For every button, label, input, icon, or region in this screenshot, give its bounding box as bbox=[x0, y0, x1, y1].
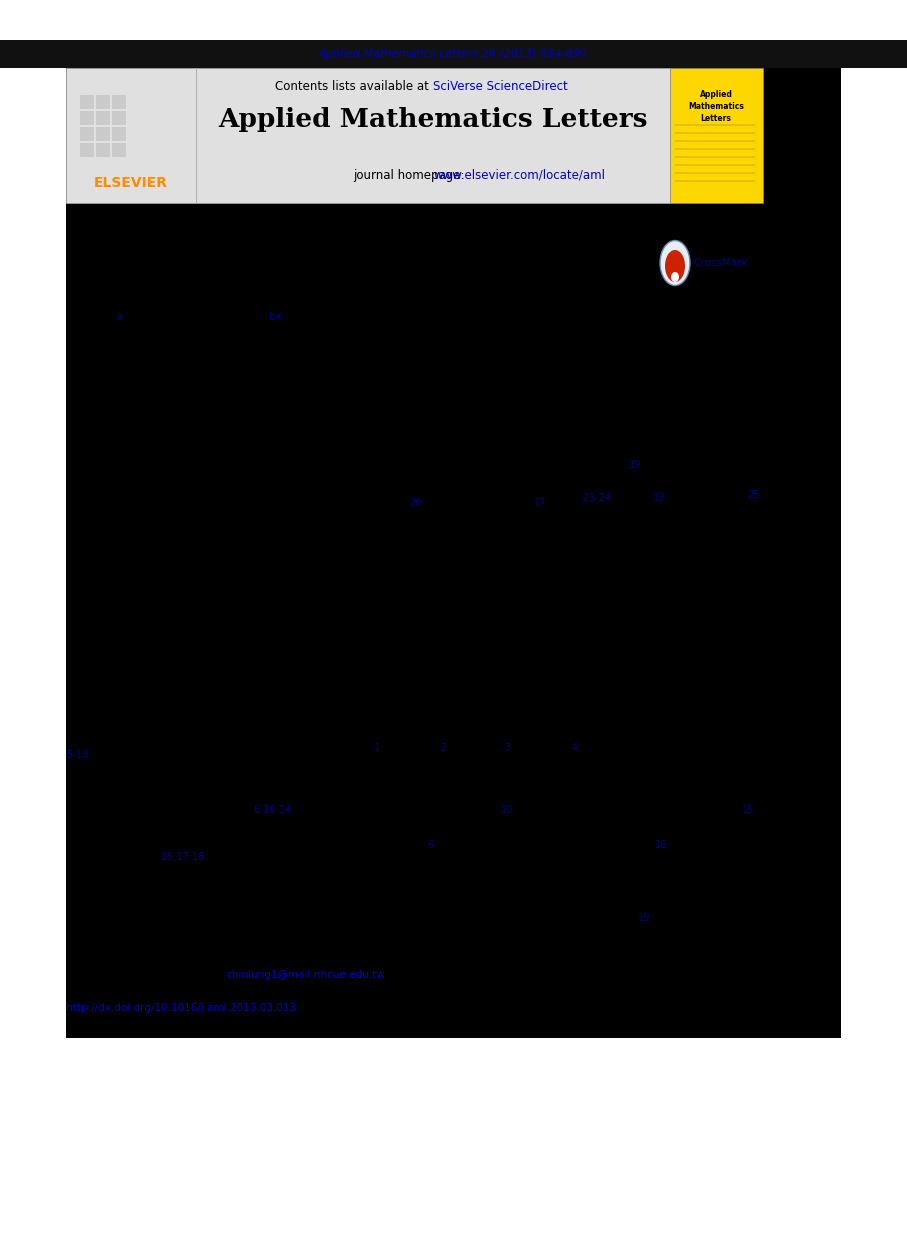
Text: 5-13: 5-13 bbox=[66, 750, 88, 760]
Text: 19: 19 bbox=[638, 912, 650, 924]
Bar bbox=[96, 95, 110, 109]
Text: 15 17 18: 15 17 18 bbox=[161, 852, 205, 862]
Text: ELSEVIER: ELSEVIER bbox=[94, 176, 168, 189]
Text: 6 10 14: 6 10 14 bbox=[254, 805, 290, 815]
Text: Applied Mathematics Letters 26 (2013) 884-890: Applied Mathematics Letters 26 (2013) 88… bbox=[318, 50, 588, 59]
Text: 10: 10 bbox=[501, 805, 513, 815]
Bar bbox=[0, 1037, 907, 1238]
Bar bbox=[80, 95, 94, 109]
Ellipse shape bbox=[671, 272, 679, 282]
Text: chinlung1@mail.nhcue.edu.tw: chinlung1@mail.nhcue.edu.tw bbox=[226, 971, 385, 980]
Ellipse shape bbox=[660, 240, 690, 286]
Text: 13: 13 bbox=[653, 493, 665, 503]
Bar bbox=[112, 111, 126, 125]
Text: Contents lists available at: Contents lists available at bbox=[276, 80, 433, 94]
Text: www.elsevier.com/locate/aml: www.elsevier.com/locate/aml bbox=[433, 168, 605, 182]
Bar bbox=[112, 144, 126, 157]
Bar bbox=[80, 144, 94, 157]
Text: 17: 17 bbox=[534, 498, 546, 508]
Text: Applied
Mathematics
Letters: Applied Mathematics Letters bbox=[688, 90, 744, 123]
Text: CrossMark: CrossMark bbox=[693, 258, 747, 267]
Text: SciVerse ScienceDirect: SciVerse ScienceDirect bbox=[433, 80, 568, 94]
Text: 15: 15 bbox=[742, 805, 755, 815]
Bar bbox=[80, 128, 94, 141]
Text: 4: 4 bbox=[572, 743, 578, 753]
Text: 23 24: 23 24 bbox=[583, 493, 611, 503]
Bar bbox=[96, 144, 110, 157]
Ellipse shape bbox=[665, 250, 685, 282]
Text: 1: 1 bbox=[374, 743, 380, 753]
Bar bbox=[96, 128, 110, 141]
Bar bbox=[0, 40, 907, 68]
Bar bbox=[112, 95, 126, 109]
Bar bbox=[66, 68, 196, 203]
Text: b∗: b∗ bbox=[268, 312, 282, 322]
Text: 16: 16 bbox=[655, 841, 668, 851]
Text: Applied Mathematics Letters: Applied Mathematics Letters bbox=[219, 108, 648, 132]
Text: 20: 20 bbox=[409, 498, 421, 508]
Bar bbox=[112, 128, 126, 141]
Bar bbox=[66, 68, 841, 1037]
Text: 6: 6 bbox=[427, 841, 433, 851]
Text: 19: 19 bbox=[629, 461, 641, 470]
Text: http://dx.doi.org/10.1016/j.aml.2013.03.013: http://dx.doi.org/10.1016/j.aml.2013.03.… bbox=[66, 1003, 296, 1013]
Text: 25: 25 bbox=[746, 490, 759, 500]
Text: journal homepage:: journal homepage: bbox=[353, 168, 468, 182]
Bar bbox=[196, 68, 670, 203]
Bar bbox=[670, 68, 763, 203]
Text: a: a bbox=[116, 312, 122, 322]
Bar bbox=[80, 111, 94, 125]
Text: 2: 2 bbox=[440, 743, 446, 753]
Bar bbox=[96, 111, 110, 125]
Bar bbox=[0, 0, 907, 40]
Text: 3: 3 bbox=[504, 743, 510, 753]
